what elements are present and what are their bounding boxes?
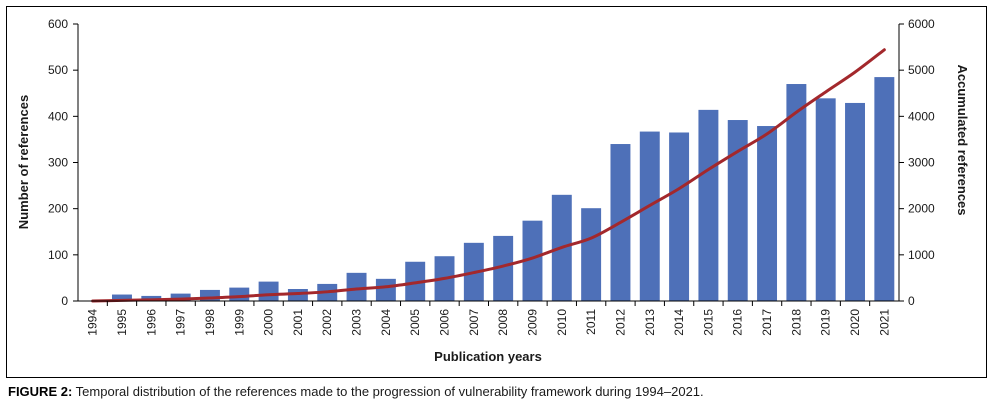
x-tick-label-2018: 2018 bbox=[789, 309, 803, 336]
x-tick-label-2008: 2008 bbox=[496, 309, 510, 336]
x-tick-label-2002: 2002 bbox=[320, 309, 334, 336]
y-tick-label: 500 bbox=[48, 63, 68, 77]
y-tick-label: 0 bbox=[61, 294, 68, 308]
bar-1995 bbox=[112, 294, 132, 301]
y-tick-label: 400 bbox=[48, 109, 68, 123]
y2-tick-label: 6000 bbox=[908, 17, 935, 31]
x-tick-label-2015: 2015 bbox=[701, 309, 715, 336]
x-tick-label-2006: 2006 bbox=[438, 309, 452, 336]
x-tick-label-2000: 2000 bbox=[262, 309, 276, 336]
y-tick-label: 100 bbox=[48, 248, 68, 262]
x-tick-label-1999: 1999 bbox=[232, 309, 246, 336]
tick-labels: 0100200300400500600010002000300040005000… bbox=[48, 17, 935, 336]
bar-2019 bbox=[815, 98, 836, 301]
caption-text: Temporal distribution of the references … bbox=[72, 384, 704, 399]
y-axis-title: Number of references bbox=[16, 95, 31, 229]
y2-tick-label: 3000 bbox=[908, 156, 935, 170]
x-tick-label-2001: 2001 bbox=[291, 309, 305, 336]
chart-frame bbox=[6, 6, 987, 378]
bar-2015 bbox=[698, 109, 719, 302]
x-tick-label-2012: 2012 bbox=[613, 309, 627, 336]
y2-tick-label: 5000 bbox=[908, 63, 935, 77]
y-tick-label: 200 bbox=[48, 202, 68, 216]
y-tick-label: 300 bbox=[48, 156, 68, 170]
x-tick-label-2011: 2011 bbox=[584, 309, 598, 335]
y2-axis-title: Accumulated references bbox=[955, 64, 970, 215]
bar-2018 bbox=[786, 84, 807, 302]
x-tick-label-2003: 2003 bbox=[350, 309, 364, 336]
y2-tick-label: 2000 bbox=[908, 202, 935, 216]
bar-2004 bbox=[375, 278, 396, 301]
bar-2013 bbox=[639, 131, 660, 301]
x-tick-label-2007: 2007 bbox=[467, 309, 481, 336]
bar-2021 bbox=[874, 77, 895, 301]
accumulated-line-series bbox=[91, 48, 886, 303]
x-tick-label-2009: 2009 bbox=[525, 309, 539, 336]
x-tick-label-2010: 2010 bbox=[555, 309, 569, 336]
x-tick-label-2019: 2019 bbox=[819, 309, 833, 336]
y2-tick-label: 1000 bbox=[908, 248, 935, 262]
figure-caption: FIGURE 2: Temporal distribution of the r… bbox=[8, 384, 704, 399]
accumulated-references-line bbox=[91, 48, 886, 303]
y2-tick-label: 0 bbox=[908, 294, 915, 308]
x-tick-label-2005: 2005 bbox=[408, 309, 422, 336]
x-tick-label-1997: 1997 bbox=[174, 309, 188, 336]
bar-2000 bbox=[258, 281, 279, 301]
bar-2017 bbox=[757, 126, 778, 301]
x-tick-label-2014: 2014 bbox=[672, 309, 686, 336]
x-tick-label-2021: 2021 bbox=[877, 309, 891, 336]
bar-2011 bbox=[581, 208, 602, 301]
x-tick-label-1994: 1994 bbox=[86, 309, 100, 336]
bar-2014 bbox=[669, 132, 690, 301]
x-tick-label-2020: 2020 bbox=[848, 309, 862, 336]
x-tick-label-1995: 1995 bbox=[115, 309, 129, 336]
x-tick-label-2017: 2017 bbox=[760, 309, 774, 336]
bar-2016 bbox=[727, 120, 748, 301]
y2-tick-label: 4000 bbox=[908, 109, 935, 123]
bar-2009 bbox=[522, 220, 543, 301]
bar-1999 bbox=[229, 287, 250, 301]
x-tick-label-1998: 1998 bbox=[203, 309, 217, 336]
x-tick-label-2004: 2004 bbox=[379, 309, 393, 336]
bar-2003 bbox=[346, 272, 367, 301]
x-tick-label-1996: 1996 bbox=[144, 309, 158, 336]
x-tick-label-2013: 2013 bbox=[643, 309, 657, 336]
x-tick-label-2016: 2016 bbox=[731, 309, 745, 336]
y-tick-label: 600 bbox=[48, 17, 68, 31]
caption-label: FIGURE 2: bbox=[8, 384, 73, 399]
axes bbox=[73, 23, 904, 306]
bar-1998 bbox=[199, 289, 220, 301]
bar-1997 bbox=[170, 293, 191, 301]
bar-2008 bbox=[493, 235, 514, 301]
x-axis-title: Publication years bbox=[434, 349, 542, 364]
bar-2020 bbox=[845, 102, 865, 301]
